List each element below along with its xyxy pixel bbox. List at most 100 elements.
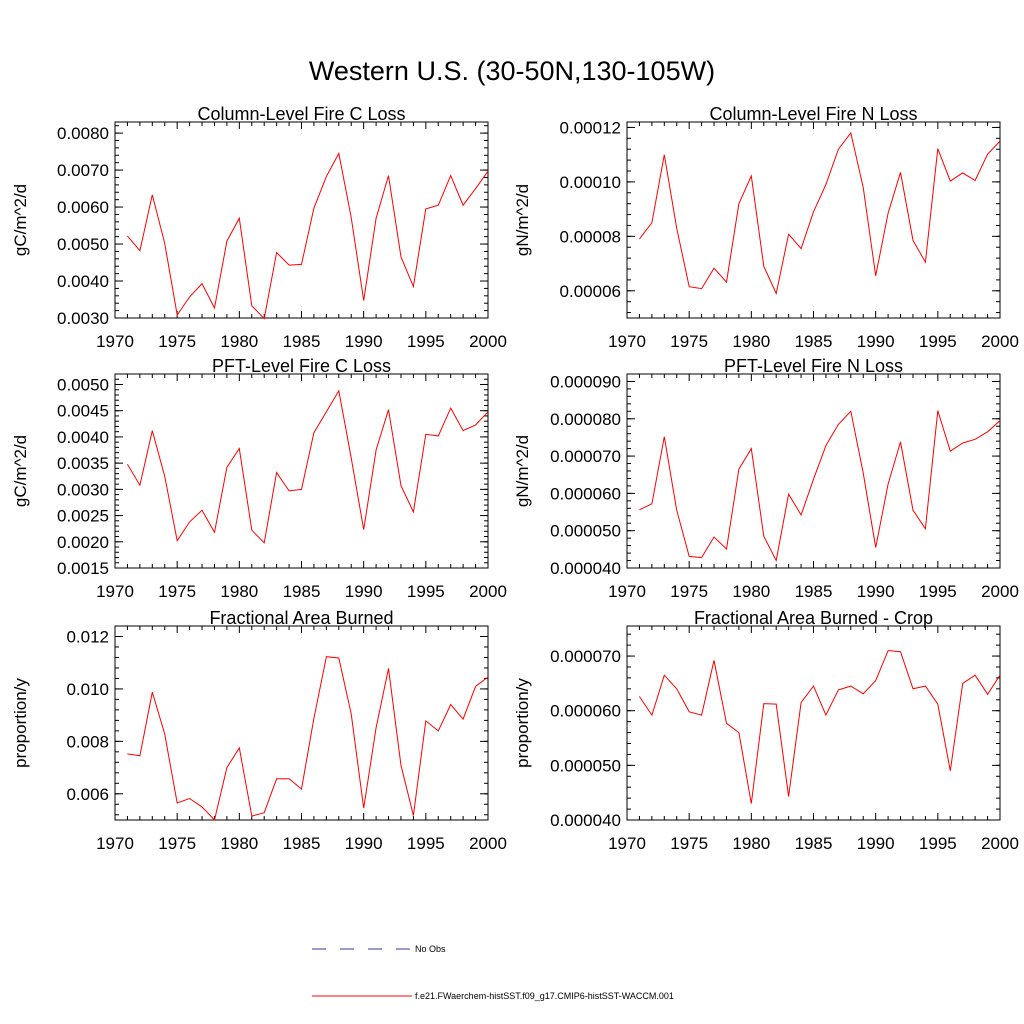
- x-tick-label: 1990: [345, 332, 383, 351]
- x-tick-label: 2000: [981, 834, 1019, 853]
- y-tick-label: 0.008: [66, 732, 109, 751]
- plot-frame: [626, 121, 1001, 319]
- chart-panel-1: Column-Level Fire C Loss 1970 1975 1980 1985…: [11, 104, 507, 351]
- series-line: [126, 389, 489, 544]
- y-axis-label: gN/m^2/d: [513, 184, 532, 256]
- y-tick-label: 0.0015: [57, 559, 109, 578]
- y-tick-label: 0.00010: [560, 173, 621, 192]
- series-line: [639, 131, 1001, 296]
- y-axis-label: gC/m^2/d: [11, 184, 30, 256]
- y-tick-label: 0.0030: [57, 480, 109, 499]
- plot-frame: [626, 373, 1001, 569]
- panel-title: PFT-Level Fire C Loss: [212, 356, 391, 376]
- x-tick-label: 1975: [158, 834, 196, 853]
- x-tick-label: 1980: [732, 582, 770, 601]
- y-tick-label: 0.0070: [57, 161, 109, 180]
- x-tick-label: 1990: [857, 834, 895, 853]
- x-tick-label: 1980: [220, 332, 258, 351]
- x-tick-label: 1995: [919, 332, 957, 351]
- x-tick-label: 1975: [158, 582, 196, 601]
- x-tick-label: 2000: [981, 582, 1019, 601]
- chart-panel-4: PFT-Level Fire N Loss 1970 1975 1980 1985 199…: [513, 356, 1019, 601]
- y-tick-label: 0.00012: [560, 118, 621, 137]
- chart-panel-2: Column-Level Fire N Loss 1970 1975 1980 1985…: [513, 104, 1019, 351]
- panel-title: Fractional Area Burned: [209, 608, 393, 628]
- plot-frame: [114, 373, 489, 569]
- panel-title: PFT-Level Fire N Loss: [724, 356, 903, 376]
- x-tick-label: 1970: [608, 834, 646, 853]
- x-tick-label: 2000: [981, 332, 1019, 351]
- legend: No Obs f.e21.FWaerchem-histSST.f09_g17.CM…: [312, 944, 674, 1001]
- y-tick-label: 0.000090: [550, 372, 621, 391]
- x-tick-label: 1985: [283, 332, 321, 351]
- x-tick-label: 1980: [220, 834, 258, 853]
- plot-frame: [114, 625, 489, 821]
- series-line: [127, 151, 489, 320]
- y-tick-label: 0.000040: [550, 811, 621, 830]
- x-tick-label: 1995: [407, 582, 445, 601]
- series-line: [638, 650, 1001, 804]
- y-tick-label: 0.000050: [550, 522, 621, 541]
- y-axis-label: gN/m^2/d: [513, 435, 532, 507]
- y-axis-label: proportion/y: [513, 678, 532, 768]
- legend-obs-label: No Obs: [415, 944, 446, 954]
- x-tick-label: 1970: [96, 834, 134, 853]
- x-tick-label: 2000: [469, 332, 507, 351]
- x-tick-label: 1995: [407, 332, 445, 351]
- y-tick-label: 0.000060: [550, 702, 621, 721]
- y-tick-label: 0.0080: [57, 124, 109, 143]
- x-tick-label: 1975: [670, 834, 708, 853]
- y-tick-label: 0.010: [66, 680, 109, 699]
- y-tick-label: 0.0050: [57, 375, 109, 394]
- x-tick-label: 2000: [469, 582, 507, 601]
- y-tick-label: 0.000070: [550, 647, 621, 666]
- legend-model-label: f.e21.FWaerchem-histSST.f09_g17.CMIP6-hi…: [415, 991, 674, 1001]
- page-title: Western U.S. (30-50N,130-105W): [308, 56, 716, 86]
- x-tick-label: 1990: [345, 834, 383, 853]
- y-tick-label: 0.000080: [550, 410, 621, 429]
- y-tick-label: 0.0050: [57, 235, 109, 254]
- y-tick-label: 0.0045: [57, 402, 109, 421]
- y-axis-label: gC/m^2/d: [11, 435, 30, 507]
- x-tick-label: 1980: [732, 834, 770, 853]
- x-tick-label: 1990: [345, 582, 383, 601]
- y-tick-label: 0.000040: [550, 559, 621, 578]
- x-tick-label: 1985: [795, 332, 833, 351]
- y-tick-label: 0.0020: [57, 533, 109, 552]
- y-tick-label: 0.0040: [57, 272, 109, 291]
- x-tick-label: 1995: [407, 834, 445, 853]
- plot-frame: [114, 121, 489, 319]
- x-tick-label: 1990: [857, 332, 895, 351]
- x-tick-label: 1985: [795, 582, 833, 601]
- x-tick-label: 1980: [220, 582, 258, 601]
- panel-title: Fractional Area Burned - Crop: [694, 608, 933, 628]
- panel-title: Column-Level Fire C Loss: [197, 104, 405, 124]
- x-tick-label: 1985: [283, 834, 321, 853]
- y-tick-label: 0.0040: [57, 428, 109, 447]
- x-tick-label: 1970: [608, 582, 646, 601]
- x-tick-label: 1970: [96, 332, 134, 351]
- y-tick-label: 0.000060: [550, 484, 621, 503]
- x-tick-label: 1975: [670, 332, 708, 351]
- chart-panel-5: Fractional Area Burned 1970 1975 1980 1985 19…: [11, 608, 507, 853]
- y-tick-label: 0.0060: [57, 198, 109, 217]
- y-tick-label: 0.006: [66, 785, 109, 804]
- series-line: [127, 656, 489, 822]
- y-tick-label: 0.0035: [57, 454, 109, 473]
- x-tick-label: 1985: [283, 582, 321, 601]
- y-tick-label: 0.000050: [550, 756, 621, 775]
- y-tick-label: 0.00008: [560, 227, 621, 246]
- chart-panel-6: Fractional Area Burned - Crop 1970 1975 198…: [513, 608, 1019, 853]
- y-tick-label: 0.000070: [550, 447, 621, 466]
- x-tick-label: 1970: [96, 582, 134, 601]
- x-tick-label: 1985: [795, 834, 833, 853]
- x-tick-label: 1980: [732, 332, 770, 351]
- x-tick-label: 2000: [469, 834, 507, 853]
- y-tick-label: 0.0030: [57, 309, 109, 328]
- y-tick-label: 0.012: [66, 627, 109, 646]
- chart-panel-3: PFT-Level Fire C Loss 1970 1975 1980 1985 199…: [11, 356, 507, 601]
- plot-frame: [626, 625, 1001, 821]
- x-tick-label: 1990: [857, 582, 895, 601]
- y-tick-label: 0.00006: [560, 282, 621, 301]
